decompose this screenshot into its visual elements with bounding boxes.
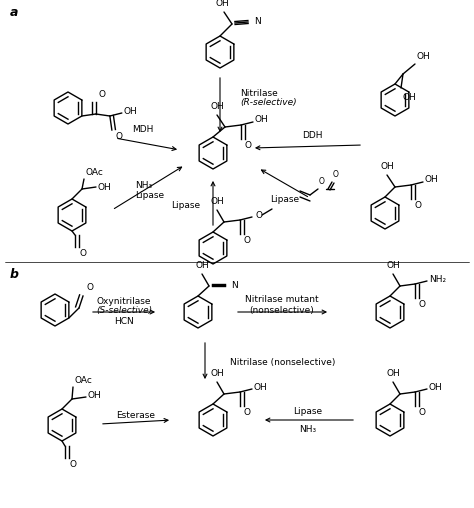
Text: O: O [419,408,426,417]
Text: OH: OH [425,175,439,184]
Text: HCN: HCN [114,318,134,327]
Text: Nitrilase (nonselective): Nitrilase (nonselective) [230,358,336,366]
Text: O: O [244,408,251,417]
Text: O: O [87,283,94,292]
Text: O: O [319,177,325,186]
Text: O: O [415,201,422,210]
Text: (R-selective): (R-selective) [240,99,297,108]
Text: MDH: MDH [132,125,154,135]
Text: (S-selective): (S-selective) [96,306,152,315]
Text: OH: OH [417,52,431,61]
Text: O: O [333,170,339,179]
Text: Nitrilase mutant: Nitrilase mutant [245,296,319,304]
Text: OAc: OAc [86,168,104,177]
Text: OH: OH [386,369,400,378]
Text: O: O [80,249,87,258]
Text: OH: OH [210,369,224,378]
Text: Lipase: Lipase [293,407,323,417]
Text: OH: OH [210,102,224,111]
Text: OH: OH [124,107,137,115]
Text: OH: OH [98,182,112,192]
Text: OH: OH [255,115,269,124]
Text: O: O [419,300,426,309]
Text: OH: OH [254,383,268,392]
Text: OH: OH [215,0,229,8]
Text: OH: OH [195,261,209,270]
Text: Nitrilase: Nitrilase [240,88,278,98]
Text: OAc: OAc [75,376,93,385]
Text: Esterase: Esterase [117,411,155,421]
Text: OH: OH [380,162,394,171]
Text: OH: OH [403,93,417,102]
Text: NH₃: NH₃ [300,426,317,434]
Text: O: O [99,90,106,99]
Text: O: O [116,132,123,141]
Text: OH: OH [210,197,224,206]
Text: O: O [70,460,77,469]
Text: b: b [10,268,19,281]
Text: OH: OH [386,261,400,270]
Text: OH: OH [88,392,102,400]
Text: OH: OH [429,383,443,392]
Text: N: N [254,17,261,26]
Text: O: O [245,141,252,150]
Text: DDH: DDH [302,131,322,140]
Text: Lipase: Lipase [271,196,300,205]
Text: NH₃: NH₃ [135,180,152,189]
Text: NH₂: NH₂ [429,274,446,283]
Text: a: a [10,6,18,19]
Text: O: O [256,210,263,219]
Text: Lipase: Lipase [171,201,200,209]
Text: Lipase: Lipase [135,190,164,200]
Text: N: N [231,280,238,290]
Text: O: O [244,236,251,245]
Text: Oxynitrilase: Oxynitrilase [97,298,151,306]
Text: (nonselective): (nonselective) [250,305,314,314]
